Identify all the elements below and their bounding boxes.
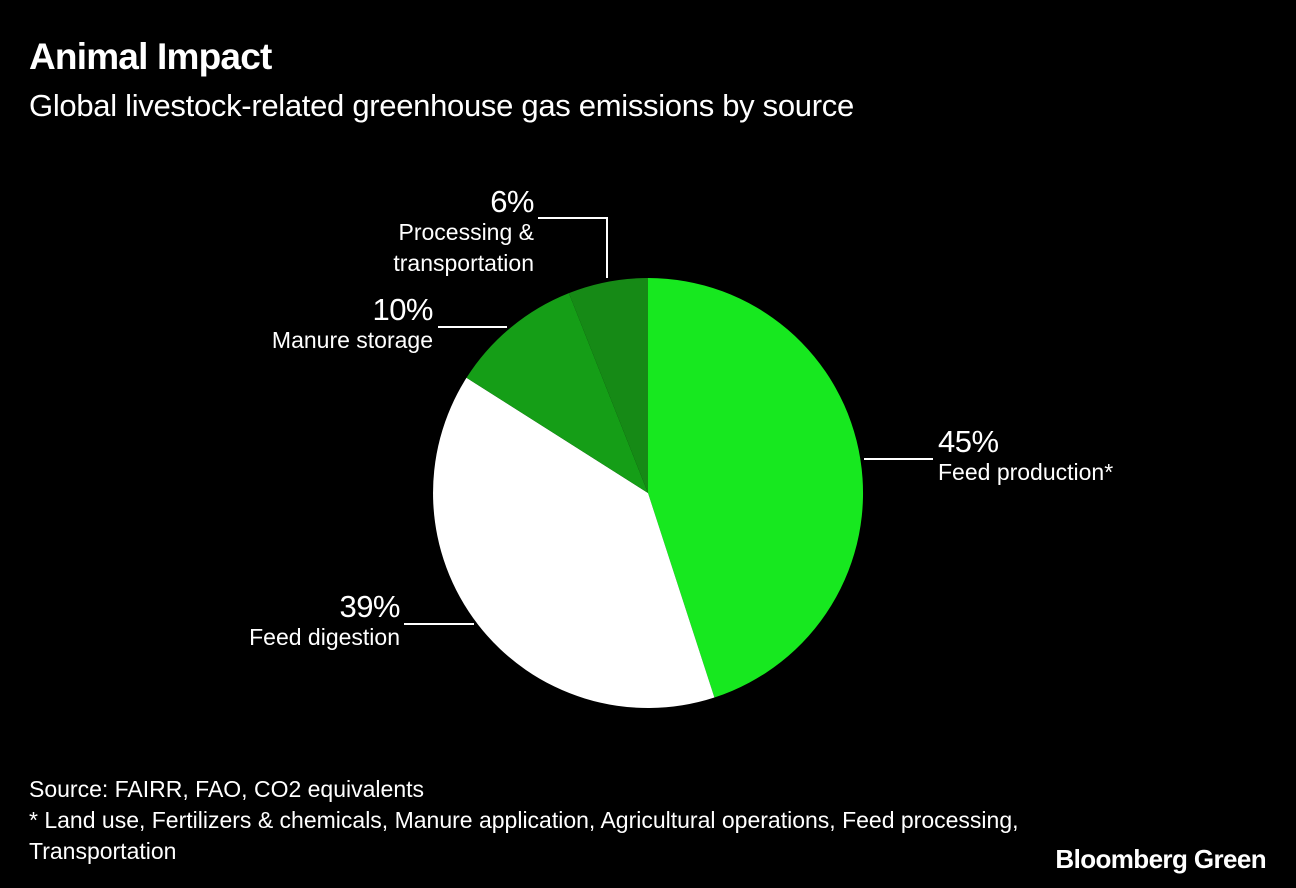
label-feed-digestion: 39% Feed digestion [249,591,400,653]
label-processing: 6% Processing & transportation [393,186,534,279]
label-value: 39% [339,589,400,624]
source-text: Source: FAIRR, FAO, CO2 equivalents [29,776,424,802]
chart-title: Animal Impact [29,36,272,77]
label-value: 10% [372,292,433,327]
slice-processing [568,278,648,493]
label-name: Feed production* [938,459,1114,485]
label-value: 6% [490,184,534,219]
leader-line-processing [538,217,608,278]
label-value: 45% [938,424,999,459]
footnote: Source: FAIRR, FAO, CO2 equivalents * La… [29,774,1019,867]
slice-manure-storage [466,293,648,493]
label-name: Feed digestion [249,624,400,650]
label-name-line1: Processing & [398,219,534,245]
chart-subtitle: Global livestock-related greenhouse gas … [29,88,854,123]
label-feed-production: 45% Feed production* [938,426,1113,488]
label-name: Manure storage [271,327,433,353]
note-line-1: * Land use, Fertilizers & chemicals, Man… [29,807,1019,833]
note-line-2: Transportation [29,838,177,864]
brand-logo: Bloomberg Green [1055,844,1266,874]
slice-feed-production [648,278,864,698]
label-name-line2: transportation [393,250,534,276]
label-manure-storage: 10% Manure storage [271,292,434,356]
slice-feed-digestion [433,377,715,708]
